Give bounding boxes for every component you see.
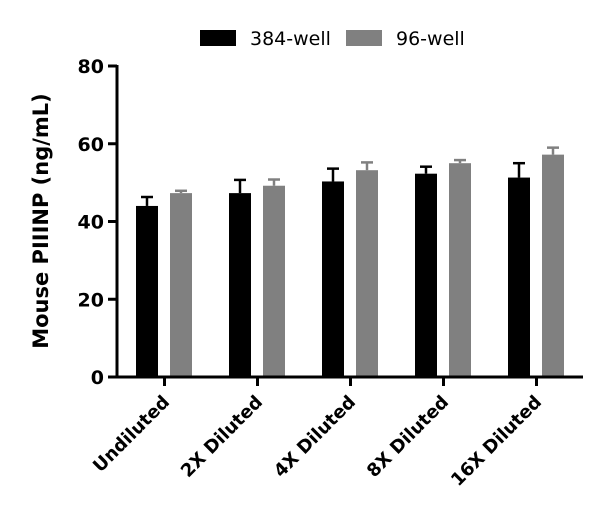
bar-384-well <box>136 205 158 377</box>
bar-384-well <box>229 193 251 377</box>
bar-384-well <box>415 173 437 377</box>
x-tick-label: 8X Diluted <box>363 392 453 482</box>
legend-swatch-96-well <box>346 30 382 46</box>
legend-swatch-384-well <box>200 30 236 46</box>
bar-96-well <box>356 170 378 377</box>
y-tick-label: 80 <box>78 56 104 78</box>
legend-label-384-well: 384-well <box>250 28 331 50</box>
bar-96-well <box>170 193 192 377</box>
legend-label-96-well: 96-well <box>396 28 465 50</box>
bar-96-well <box>263 185 285 377</box>
x-tick-label: 4X Diluted <box>270 392 360 482</box>
plot-area <box>136 146 564 377</box>
x-tick-label: 16X Diluted <box>447 392 546 491</box>
y-tick-label: 20 <box>78 289 104 311</box>
x-tick-label: Undiluted <box>89 392 174 477</box>
bar-96-well <box>449 163 471 377</box>
y-axis: 0 20 40 60 80 <box>78 56 119 389</box>
y-tick-label: 60 <box>78 134 104 156</box>
y-tick-label: 40 <box>78 212 104 234</box>
y-tick-label: 0 <box>91 367 104 389</box>
legend: 384-well 96-well <box>200 28 465 50</box>
y-axis-label: Mouse PIIINP (ng/mL) <box>29 93 53 349</box>
bar-384-well <box>508 177 530 377</box>
x-tick-label: 2X Diluted <box>177 392 267 482</box>
bar-96-well <box>542 154 564 377</box>
x-axis: Undiluted 2X Diluted 4X Diluted 8X Diluted1… <box>89 375 583 491</box>
bar-384-well <box>322 181 344 377</box>
